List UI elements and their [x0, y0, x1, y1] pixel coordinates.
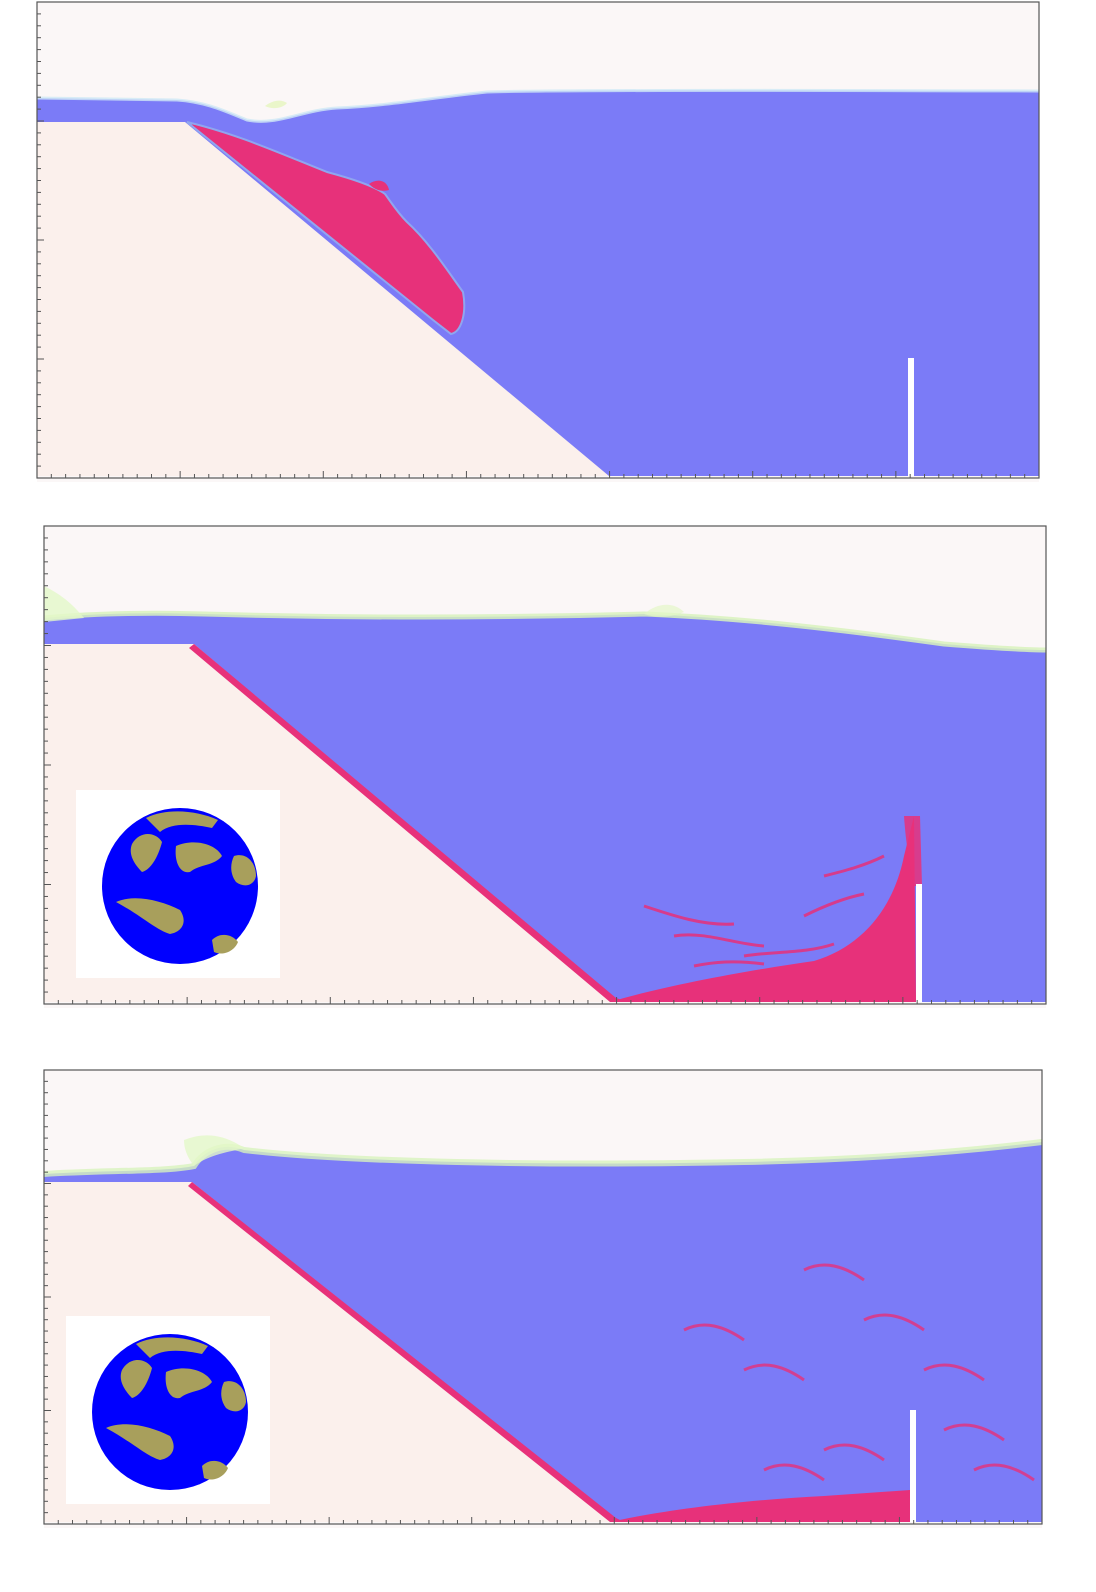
axis-ticks [43, 525, 1047, 1005]
simulation-panel-2 [43, 525, 1047, 1008]
axis-ticks [43, 1069, 1043, 1525]
sediment-bottom [610, 1490, 910, 1522]
sediment-plume [904, 816, 922, 886]
inset-particles [116, 811, 256, 954]
simulation-panel-3 [43, 1069, 1043, 1528]
sediment-eddies [643, 854, 885, 968]
simulation-field [43, 525, 1047, 1005]
particle-cross-section [92, 1334, 248, 1490]
simulation-field [36, 1, 1040, 479]
slope-solid [37, 122, 609, 476]
simulation-panel-1 [36, 1, 1040, 482]
axis-ticks [36, 1, 1040, 479]
free-surface [43, 610, 1047, 653]
barrier-wall [916, 884, 922, 1002]
free-surface [36, 88, 1040, 123]
sediment-bottom [610, 816, 916, 1002]
sediment-layer [188, 1182, 624, 1522]
barrier-wall [908, 358, 914, 476]
sediment-slide [186, 121, 466, 336]
surface-foam [265, 100, 287, 109]
particle-inset [66, 1316, 270, 1504]
barrier-wall [910, 1410, 916, 1522]
surface-foam [184, 1135, 244, 1166]
free-surface [43, 1139, 1043, 1177]
surface-foam [644, 604, 684, 617]
particle-cross-section [102, 808, 258, 964]
particle-inset [76, 790, 280, 978]
inset-particles [106, 1337, 246, 1480]
surface-foam [44, 586, 84, 622]
sediment-eddies [683, 1263, 1035, 1482]
sediment-layer [189, 644, 629, 1002]
sediment-tip [369, 180, 389, 191]
